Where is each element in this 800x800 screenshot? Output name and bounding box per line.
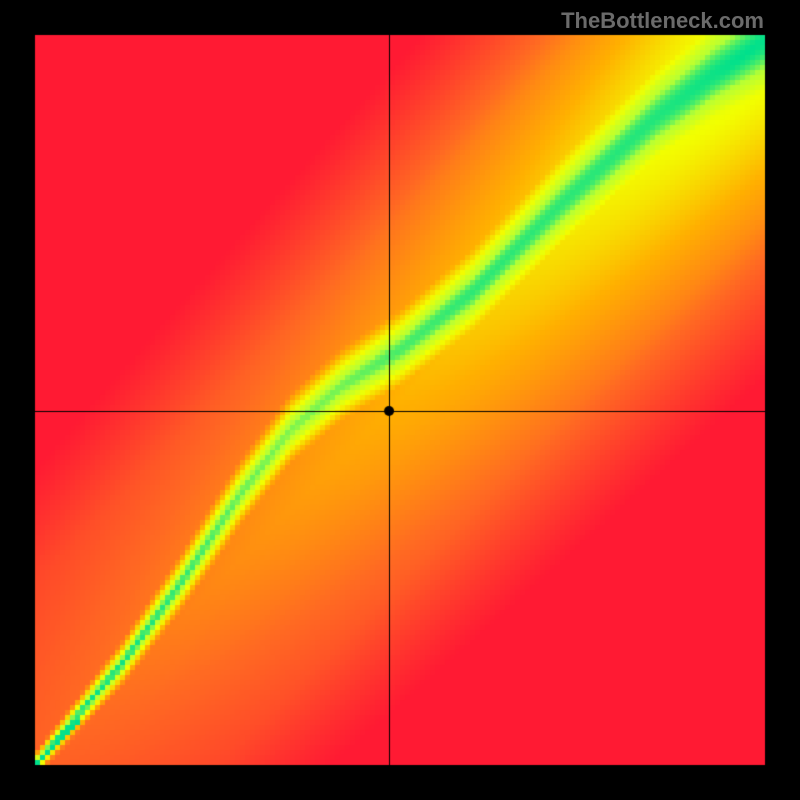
heatmap-canvas — [0, 0, 800, 800]
watermark-text: TheBottleneck.com — [561, 8, 764, 34]
chart-container: TheBottleneck.com — [0, 0, 800, 800]
